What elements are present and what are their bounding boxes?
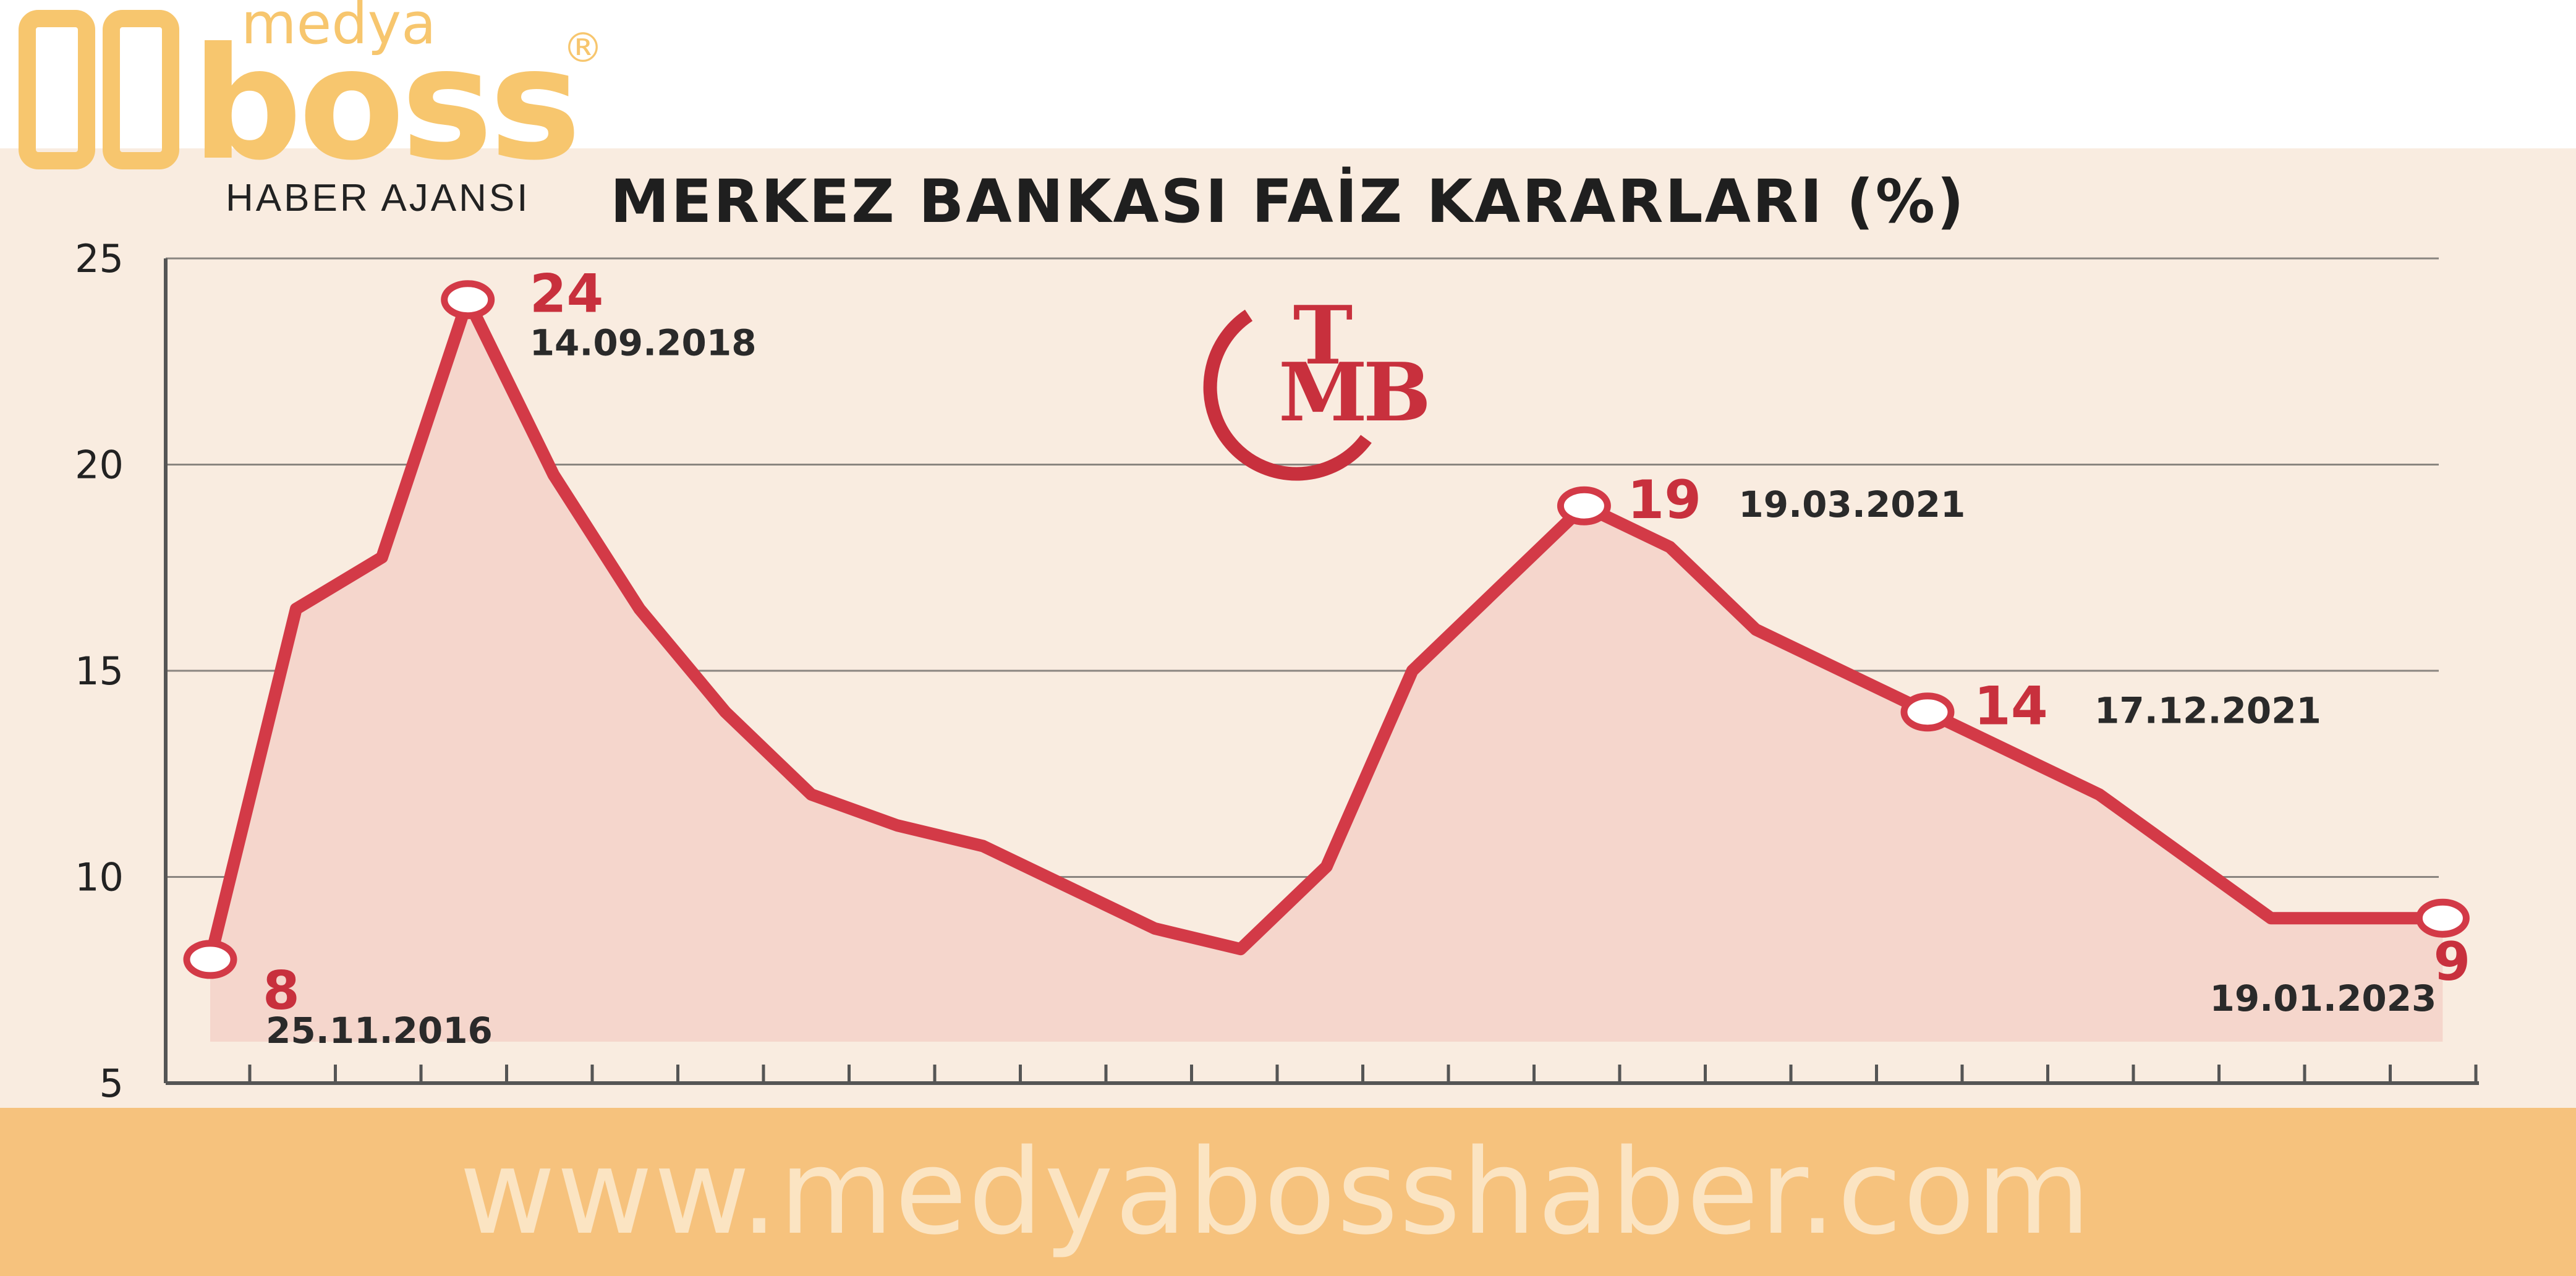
svg-text:T: T	[1293, 288, 1353, 383]
date-label: 19.03.2021	[1738, 483, 1965, 525]
registered-mark: ®	[563, 24, 603, 72]
y-tick-label: 25	[75, 236, 124, 281]
data-point-marker	[183, 940, 237, 979]
value-label: 14	[1974, 676, 2048, 738]
chart-title: MERKEZ BANKASI FAİZ KARARLARI (%)	[610, 167, 1966, 236]
value-label: 19	[1627, 469, 1701, 531]
data-point-marker	[1900, 692, 1955, 732]
date-label: 14.09.2018	[530, 322, 757, 364]
tcmb-emblem-icon: T M B	[1203, 288, 1431, 481]
y-tick-label: 20	[75, 443, 124, 488]
logo-top-text: medya	[241, 0, 436, 57]
logo-main-text: boss	[192, 14, 577, 194]
date-label: 25.11.2016	[266, 1010, 493, 1052]
website-url[interactable]: www.medyabosshaber.com	[459, 1123, 2092, 1261]
data-point-marker	[1557, 486, 1611, 525]
value-label: 9	[2434, 931, 2471, 993]
y-tick-label: 5	[100, 1061, 124, 1106]
value-label: 24	[530, 263, 604, 325]
logo-subtitle: HABER AJANSI	[226, 177, 530, 219]
data-point-marker	[441, 280, 495, 320]
area-fill	[210, 299, 2443, 1042]
svg-text:M: M	[1278, 345, 1367, 440]
value-label: 8	[263, 960, 300, 1022]
series-line	[204, 293, 2449, 966]
axes	[164, 258, 2479, 1085]
footer-banner: www.medyabosshaber.com	[0, 1108, 2576, 1276]
y-tick-label: 10	[75, 855, 124, 900]
y-tick-label: 15	[75, 649, 124, 694]
date-label: 17.12.2021	[2094, 690, 2321, 732]
data-point-marker	[2415, 898, 2470, 938]
date-label: 19.01.2023	[2209, 977, 2436, 1019]
y-tick-labels: 5 10 15 20 25	[75, 236, 124, 1106]
svg-text:B: B	[1363, 345, 1431, 440]
medyaboss-logo: medya boss ®	[19, 0, 603, 194]
markers	[183, 280, 2470, 979]
